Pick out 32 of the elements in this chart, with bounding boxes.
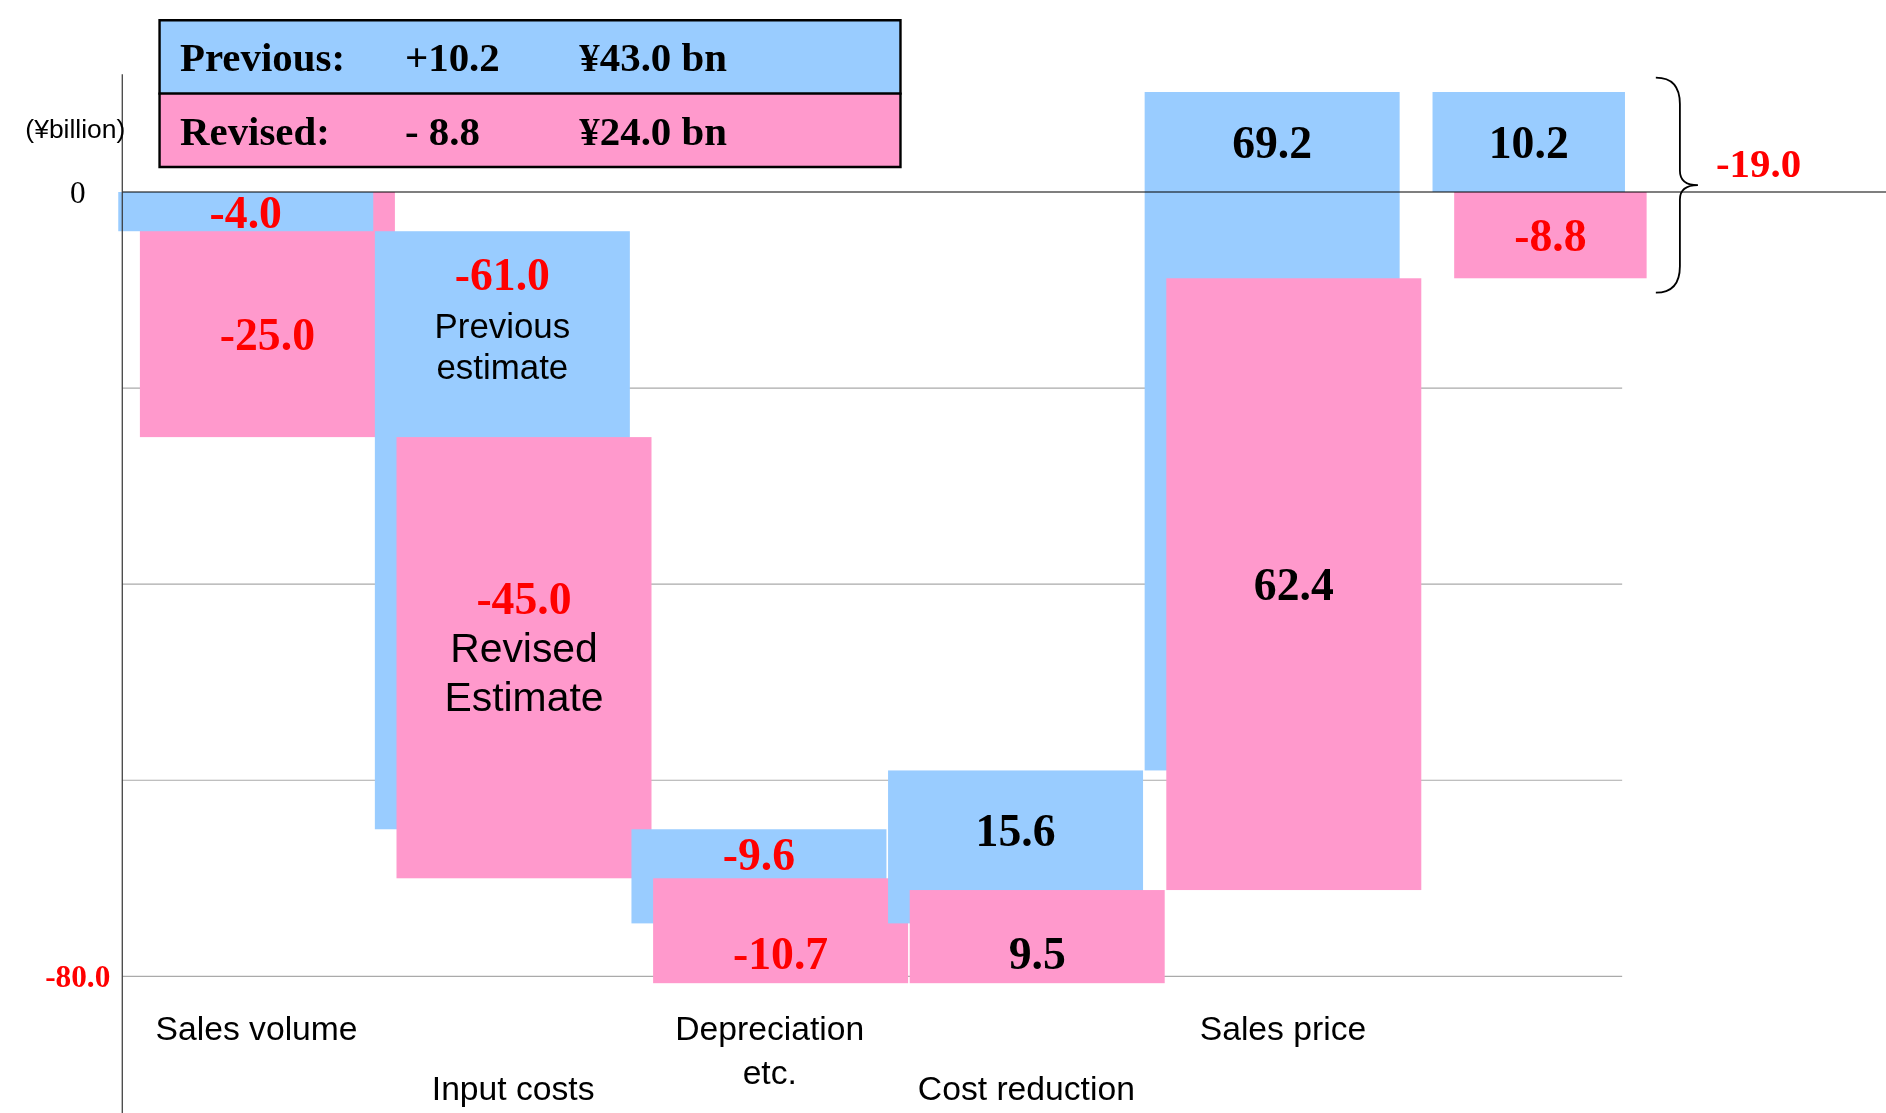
x-tick-label: Sales price — [1199, 1009, 1367, 1047]
data-label: -45.0 — [476, 572, 572, 624]
data-label: -4.0 — [209, 186, 282, 238]
data-label: 69.2 — [1232, 117, 1313, 168]
bar — [909, 890, 1165, 984]
x-tick-label: Input costs — [431, 1070, 595, 1108]
data-label: 62.4 — [1253, 559, 1334, 611]
text: Previous: — [180, 35, 345, 81]
x-tick-label: Cost reduction — [917, 1070, 1135, 1108]
annotation: Revised Estimate — [444, 624, 604, 720]
data-label: -25.0 — [219, 309, 315, 361]
y-tick-label: -80.0 — [45, 959, 111, 995]
x-tick-label: Sales volume — [155, 1009, 358, 1047]
bar — [396, 437, 652, 879]
text: -19.0 — [1715, 141, 1802, 187]
data-label: 9.5 — [1008, 928, 1066, 980]
annotation: Previous estimate — [434, 305, 571, 387]
bar — [653, 878, 909, 984]
series-label: Revised: — [180, 108, 330, 154]
annotation: ¥24.0 bn — [579, 108, 728, 154]
annotation: +10.2 — [404, 35, 500, 81]
annotation: ¥43.0 bn — [579, 35, 728, 81]
data-label: -8.8 — [1514, 210, 1587, 262]
data-label: 15.6 — [975, 805, 1056, 857]
data-label: -10.7 — [733, 928, 829, 980]
x-tick-label: Depreciation etc. — [675, 1009, 865, 1091]
data-label: 10.2 — [1488, 117, 1569, 168]
data-label: -61.0 — [454, 249, 550, 301]
data-label: -9.6 — [722, 828, 796, 880]
annotation: - 8.8 — [404, 108, 480, 154]
bar — [1166, 278, 1422, 891]
y-tick-label: 0 — [69, 174, 86, 210]
